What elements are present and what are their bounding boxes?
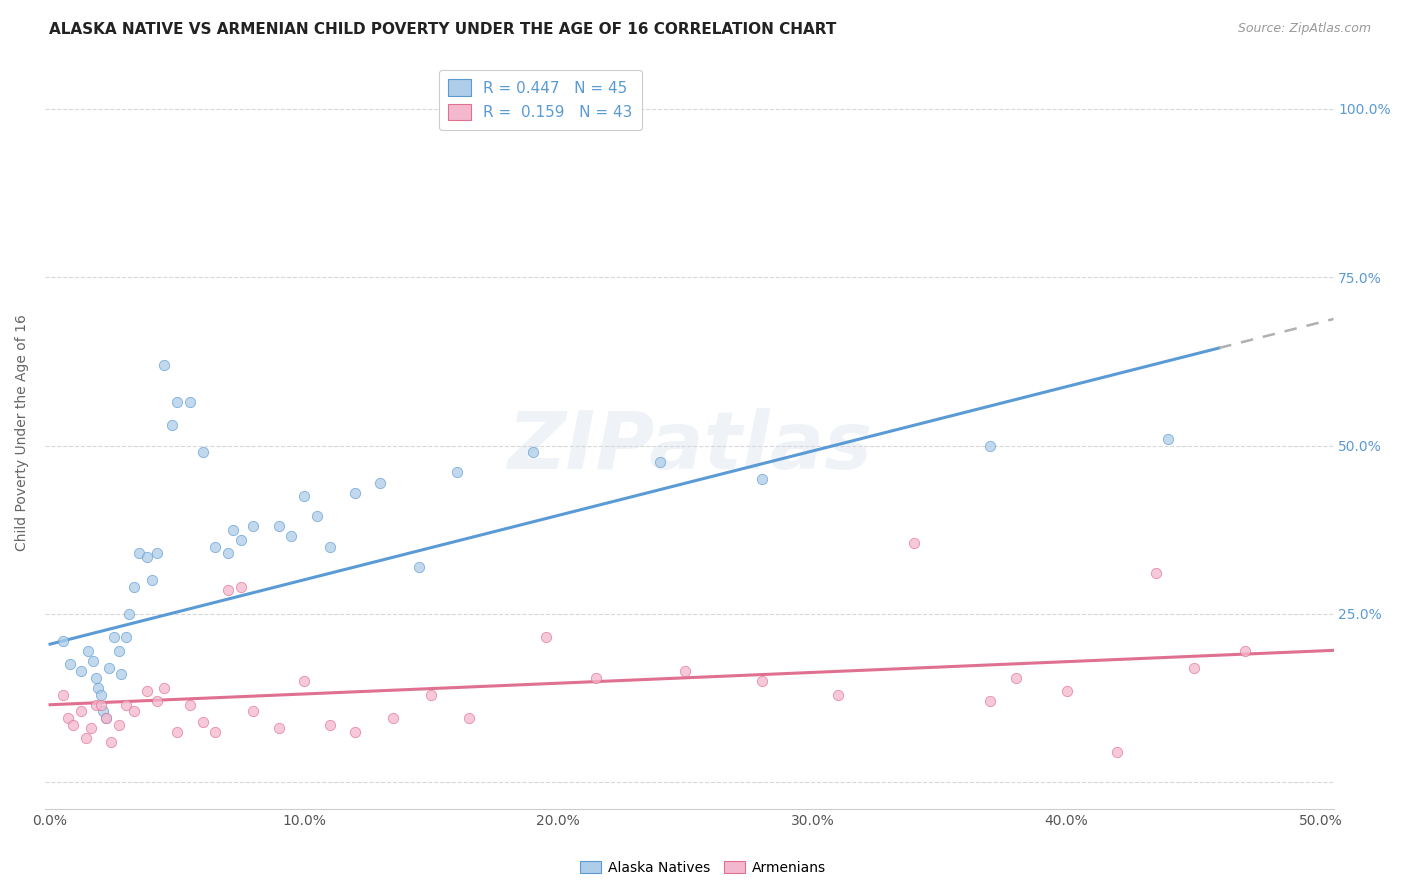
- Point: [84, 671, 107, 685]
- Point: [153, 681, 176, 695]
- Point: [115, 698, 138, 712]
- Point: [408, 559, 430, 574]
- Point: [242, 519, 264, 533]
- Point: [222, 523, 245, 537]
- Point: [344, 485, 367, 500]
- Point: [585, 671, 607, 685]
- Point: [56, 711, 79, 725]
- Point: [100, 735, 122, 749]
- Point: [59, 657, 82, 672]
- Point: [103, 631, 125, 645]
- Point: [141, 573, 163, 587]
- Point: [1157, 432, 1180, 446]
- Point: [370, 475, 392, 490]
- Point: [90, 698, 112, 712]
- Point: [160, 418, 183, 433]
- Point: [522, 445, 544, 459]
- Point: [90, 688, 112, 702]
- Text: Source: ZipAtlas.com: Source: ZipAtlas.com: [1237, 22, 1371, 36]
- Point: [534, 631, 557, 645]
- Point: [344, 724, 367, 739]
- Point: [84, 698, 107, 712]
- Point: [1056, 684, 1078, 698]
- Point: [1004, 671, 1026, 685]
- Point: [903, 536, 925, 550]
- Text: ALASKA NATIVE VS ARMENIAN CHILD POVERTY UNDER THE AGE OF 16 CORRELATION CHART: ALASKA NATIVE VS ARMENIAN CHILD POVERTY …: [49, 22, 837, 37]
- Legend: R = 0.447   N = 45, R =  0.159   N = 43: R = 0.447 N = 45, R = 0.159 N = 43: [439, 70, 643, 129]
- Point: [69, 705, 91, 719]
- Point: [382, 711, 405, 725]
- Point: [52, 688, 75, 702]
- Point: [146, 546, 169, 560]
- Point: [115, 631, 138, 645]
- Text: ZIPatlas: ZIPatlas: [506, 409, 872, 486]
- Point: [446, 466, 468, 480]
- Point: [648, 455, 671, 469]
- Point: [827, 688, 849, 702]
- Point: [1182, 661, 1205, 675]
- Legend: Alaska Natives, Armenians: Alaska Natives, Armenians: [575, 855, 831, 880]
- Point: [69, 664, 91, 678]
- Point: [1107, 745, 1129, 759]
- Point: [82, 654, 104, 668]
- Point: [166, 724, 188, 739]
- Point: [292, 489, 315, 503]
- Point: [107, 644, 129, 658]
- Point: [166, 394, 188, 409]
- Point: [267, 721, 290, 735]
- Point: [305, 509, 328, 524]
- Point: [135, 684, 157, 698]
- Point: [318, 540, 340, 554]
- Point: [242, 705, 264, 719]
- Point: [229, 580, 252, 594]
- Point: [107, 718, 129, 732]
- Point: [87, 681, 110, 695]
- Point: [191, 445, 214, 459]
- Point: [1233, 644, 1256, 658]
- Point: [751, 674, 773, 689]
- Point: [204, 724, 226, 739]
- Point: [97, 661, 120, 675]
- Point: [179, 698, 201, 712]
- Point: [135, 549, 157, 564]
- Point: [75, 731, 97, 746]
- Point: [122, 705, 145, 719]
- Point: [979, 694, 1001, 708]
- Point: [153, 358, 176, 372]
- Point: [751, 472, 773, 486]
- Point: [318, 718, 340, 732]
- Point: [179, 394, 201, 409]
- Point: [675, 664, 697, 678]
- Point: [458, 711, 481, 725]
- Point: [80, 721, 103, 735]
- Point: [191, 714, 214, 729]
- Point: [128, 546, 150, 560]
- Point: [62, 718, 84, 732]
- Point: [979, 439, 1001, 453]
- Point: [110, 667, 132, 681]
- Point: [94, 711, 117, 725]
- Point: [204, 540, 226, 554]
- Point: [1144, 566, 1167, 581]
- Point: [217, 546, 239, 560]
- Point: [146, 694, 169, 708]
- Point: [122, 580, 145, 594]
- Point: [280, 529, 302, 543]
- Point: [77, 644, 100, 658]
- Point: [267, 519, 290, 533]
- Point: [420, 688, 443, 702]
- Point: [94, 711, 117, 725]
- Point: [52, 633, 75, 648]
- Point: [118, 607, 141, 621]
- Point: [292, 674, 315, 689]
- Point: [229, 533, 252, 547]
- Point: [93, 705, 115, 719]
- Y-axis label: Child Poverty Under the Age of 16: Child Poverty Under the Age of 16: [15, 314, 30, 550]
- Point: [217, 583, 239, 598]
